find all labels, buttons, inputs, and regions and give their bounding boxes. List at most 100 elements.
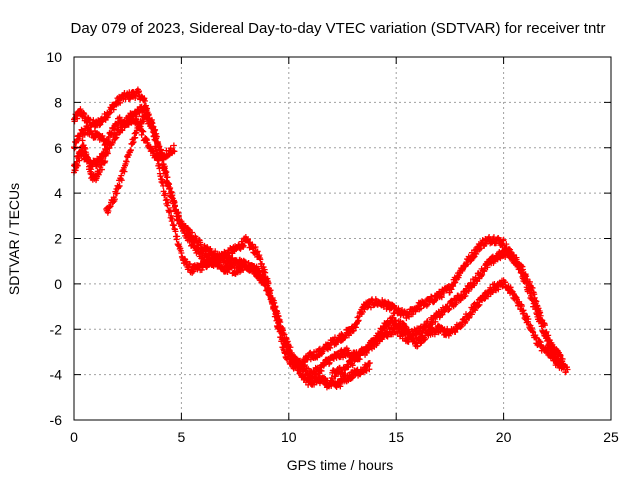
data-point [140,128,147,135]
x-tick-label: 20 [496,429,512,445]
data-point [446,306,453,313]
axis-ticks: 0 5 10 15 20 25 -6 -4 -2 0 2 4 6 8 10 [46,49,619,445]
data-point [327,344,334,351]
data-point [475,302,482,309]
data-point [93,162,100,169]
data-point [366,359,373,366]
data-point [102,158,109,165]
data-point [169,215,176,222]
data-point [141,97,148,104]
data-point [462,292,469,299]
data-point [252,244,259,251]
data-point [564,366,571,373]
data-point [518,262,525,269]
data-point [481,295,488,302]
data-point [478,245,485,252]
data-point [212,248,219,255]
series-track-5 [71,137,111,184]
data-point [557,352,564,359]
data-point [476,301,483,308]
data-point [124,118,131,125]
data-point [172,228,179,235]
data-point [337,383,344,390]
data-point [405,326,412,333]
data-point [274,310,281,317]
data-point [85,157,92,164]
data-point [91,127,98,134]
data-point [119,127,126,134]
data-point [142,104,149,111]
data-point [533,335,540,342]
data-point [422,335,429,342]
data-point [207,255,214,262]
data-point [81,111,88,118]
data-point [270,297,277,304]
data-point [113,190,120,197]
data-point [123,158,130,165]
data-point [560,361,567,368]
x-tick-label: 15 [388,429,404,445]
data-point [450,283,457,290]
data-point [470,254,477,261]
data-point [519,266,526,273]
data-point [438,294,445,301]
data-point [424,301,431,308]
x-tick-label: 10 [281,429,297,445]
data-point [424,318,431,325]
data-point [106,145,113,152]
data-point [402,331,409,338]
data-point [432,318,439,325]
data-point [525,316,532,323]
data-point [272,303,279,310]
data-point [153,133,160,140]
data-point [151,148,158,155]
data-point [365,303,372,310]
data-point [465,288,472,295]
data-point [174,233,181,240]
data-point [277,323,284,330]
chart-title: Day 079 of 2023, Sidereal Day-to-day VTE… [71,20,606,37]
data-point [356,356,363,363]
data-point [315,372,322,379]
data-point [109,139,116,146]
data-point [240,242,247,249]
data-point [318,367,325,374]
data-point [170,142,177,149]
data-point [543,328,550,335]
data-point [171,148,178,155]
grid-lines [74,57,611,420]
data-points [71,86,571,391]
data-point [117,99,124,106]
data-point [74,162,81,169]
data-point [135,88,142,95]
data-point [175,212,182,219]
data-point [321,375,328,382]
data-point [258,260,265,267]
y-tick-label: 4 [54,185,62,201]
data-point [276,317,283,324]
data-point [507,248,514,255]
x-tick-label: 5 [178,429,186,445]
series-track-6 [328,277,567,381]
x-tick-label: 0 [70,429,78,445]
data-point [162,171,169,178]
data-point [115,184,122,191]
data-point [136,109,143,116]
data-point [254,248,261,255]
data-point [549,344,556,351]
data-point [164,199,171,206]
data-point [169,192,176,199]
data-point [541,322,548,329]
data-point [171,202,178,209]
data-point [163,196,170,203]
data-point [302,371,309,378]
data-point [111,196,118,203]
data-point [121,168,128,175]
y-tick-label: 6 [54,140,62,156]
data-point [396,325,403,332]
y-tick-label: -4 [50,367,63,383]
data-point [468,311,475,318]
data-point [127,147,134,154]
data-point [71,145,78,152]
x-axis-title: GPS time / hours [287,457,394,473]
